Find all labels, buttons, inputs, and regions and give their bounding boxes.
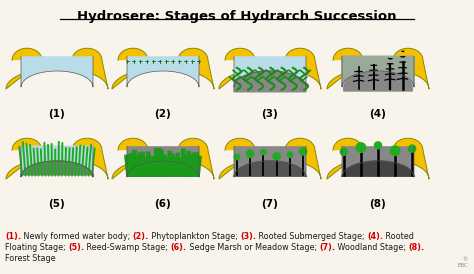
Text: Hydrosere: Stages of Hydrarch Succession: Hydrosere: Stages of Hydrarch Succession: [77, 10, 397, 23]
Circle shape: [260, 149, 267, 155]
Polygon shape: [6, 138, 108, 179]
Circle shape: [234, 154, 240, 160]
Polygon shape: [342, 56, 414, 87]
Polygon shape: [112, 138, 214, 179]
Polygon shape: [344, 72, 412, 91]
Circle shape: [299, 147, 307, 156]
Polygon shape: [127, 161, 199, 177]
Text: Forest Stage: Forest Stage: [5, 254, 55, 263]
Circle shape: [339, 148, 348, 156]
Text: (7).: (7).: [319, 243, 335, 252]
Text: (8): (8): [370, 199, 386, 209]
Text: (2).: (2).: [133, 232, 149, 241]
Text: Woodland Stage;: Woodland Stage;: [335, 243, 409, 252]
Polygon shape: [327, 138, 429, 179]
Text: (1).: (1).: [5, 232, 21, 241]
Polygon shape: [234, 146, 306, 177]
Circle shape: [356, 142, 366, 153]
Text: ©
EBC: © EBC: [457, 257, 468, 268]
Text: (8).: (8).: [409, 243, 425, 252]
Text: Sedge Marsh or Meadow Stage;: Sedge Marsh or Meadow Stage;: [187, 243, 319, 252]
Text: (3): (3): [262, 109, 278, 119]
Text: (3).: (3).: [240, 232, 256, 241]
Text: (5).: (5).: [68, 243, 84, 252]
Polygon shape: [234, 161, 306, 177]
Circle shape: [273, 152, 281, 161]
Polygon shape: [342, 161, 414, 177]
Circle shape: [246, 150, 255, 158]
Polygon shape: [127, 146, 199, 177]
Polygon shape: [219, 48, 321, 89]
Text: (2): (2): [155, 109, 172, 119]
Polygon shape: [21, 161, 93, 177]
Text: (5): (5): [49, 199, 65, 209]
Polygon shape: [6, 48, 108, 89]
Text: (7): (7): [262, 199, 278, 209]
Text: (4).: (4).: [367, 232, 383, 241]
Text: Rooted: Rooted: [383, 232, 414, 241]
Polygon shape: [234, 56, 306, 87]
Polygon shape: [112, 48, 214, 89]
Polygon shape: [127, 56, 199, 87]
Text: (6).: (6).: [171, 243, 187, 252]
Polygon shape: [21, 161, 93, 177]
Circle shape: [374, 141, 382, 150]
Text: (1): (1): [49, 109, 65, 119]
Text: (6): (6): [155, 199, 172, 209]
Text: Phytoplankton Stage;: Phytoplankton Stage;: [149, 232, 240, 241]
Circle shape: [408, 144, 416, 153]
Polygon shape: [342, 56, 414, 87]
Polygon shape: [21, 146, 93, 177]
Polygon shape: [21, 146, 93, 177]
Polygon shape: [219, 138, 321, 179]
Text: (4): (4): [370, 109, 386, 119]
Text: Floating Stage;: Floating Stage;: [5, 243, 68, 252]
Polygon shape: [234, 71, 306, 92]
Text: Rooted Submerged Stage;: Rooted Submerged Stage;: [256, 232, 367, 241]
Circle shape: [390, 145, 401, 156]
Text: Reed-Swamp Stage;: Reed-Swamp Stage;: [84, 243, 171, 252]
Polygon shape: [342, 146, 414, 177]
Polygon shape: [21, 56, 93, 87]
Circle shape: [287, 151, 293, 158]
Text: Newly formed water body;: Newly formed water body;: [21, 232, 133, 241]
Polygon shape: [327, 48, 429, 89]
